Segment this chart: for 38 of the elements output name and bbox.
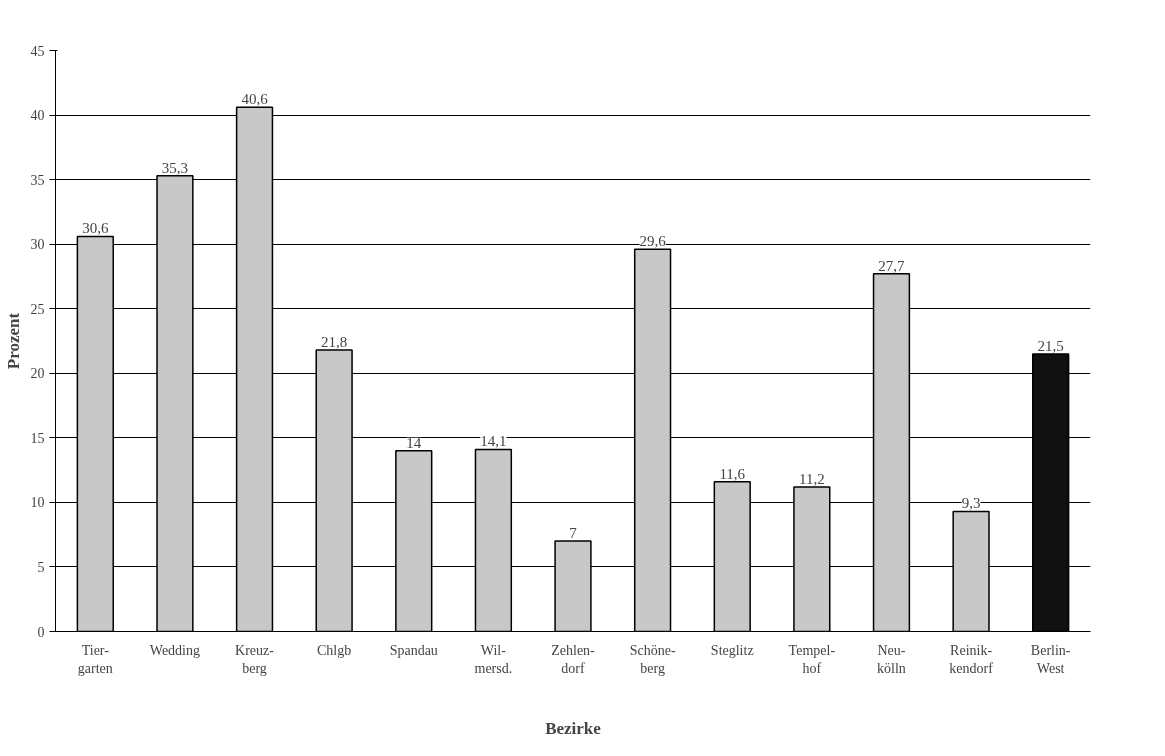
data-label: 7 [569,525,578,542]
y-tick-label: 10 [30,495,45,511]
y-tick-label: 45 [30,43,45,59]
y-tick-label: 0 [37,624,45,640]
data-label: 30,6 [82,220,109,237]
data-label: 29,6 [639,233,667,250]
data-label: 35,3 [161,159,189,176]
data-label: 21,8 [321,334,348,351]
y-tick-label: 40 [30,108,45,124]
x-tick-label: Steglitz [710,642,754,658]
data-label: 14 [406,434,422,451]
x-tick-label: Chlgb [317,642,352,658]
data-label: 21,5 [1037,337,1064,354]
x-tick-label: Neu- kölln [877,642,906,676]
data-label: 9,3 [961,495,981,512]
data-label: 27,7 [878,257,906,274]
x-tick-label: Kreuz- berg [235,642,275,676]
x-tick-label: Berlin- West [1030,642,1071,676]
x-tick-label: Tier- garten [77,642,113,676]
data-label: 40,6 [241,91,269,108]
data-label: 11,6 [719,465,746,482]
y-tick-label: 30 [30,237,45,253]
x-tick-label: Wil- mersd. [474,642,513,676]
x-tick-label: Reinik- kendorf [949,642,994,676]
x-tick-label: Spandau [389,642,438,658]
data-label: 14,1 [480,433,507,450]
x-tick-label: Tempel- hof [788,642,836,676]
y-tick-label: 35 [30,172,45,188]
x-tick-label: Wedding [149,642,201,658]
data-label: 11,2 [799,470,825,487]
y-axis-title: Prozent [3,312,23,370]
y-tick-label: 20 [30,366,45,382]
y-tick-label: 25 [30,301,45,317]
y-tick-label: 5 [37,559,45,575]
x-axis-title: Bezirke [545,718,602,738]
y-tick-label: 15 [30,430,45,446]
x-tick-label: Schöne- berg [629,642,676,676]
x-tick-label: Zehlen- dorf [551,642,596,676]
